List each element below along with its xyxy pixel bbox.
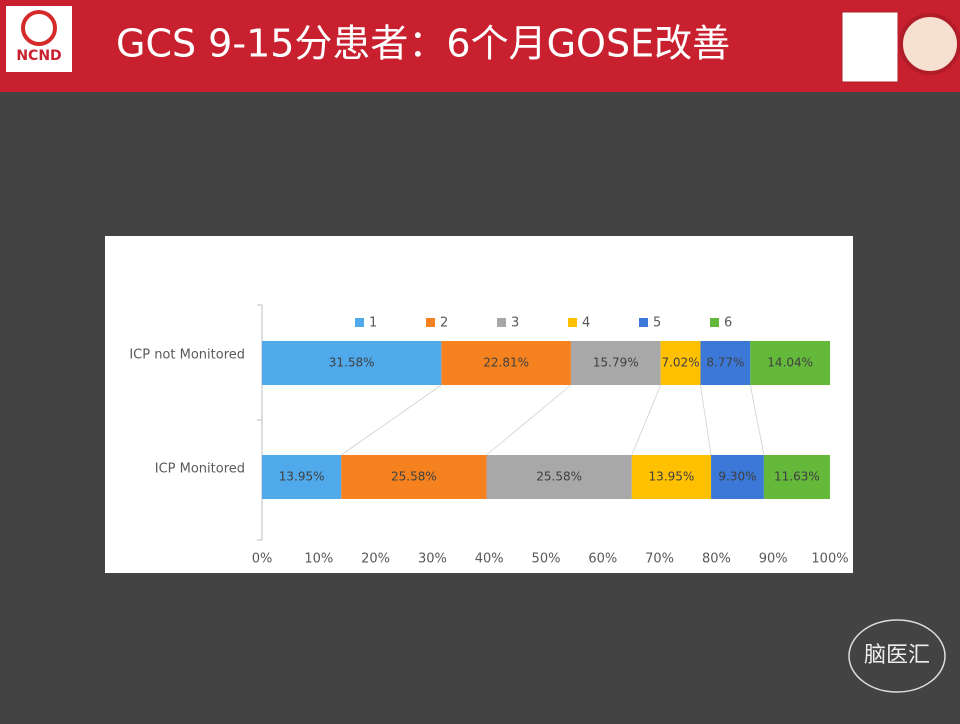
chart: 0% 10% 20% 30% 40% 50% 60% 70% 80% 90% 100% 1 2 3 4 5 6 I… xyxy=(129,304,849,567)
value-label: 14.04% xyxy=(767,356,813,370)
value-label: 25.58% xyxy=(391,470,437,484)
bar-segment xyxy=(441,341,571,385)
value-label: 13.95% xyxy=(649,470,695,484)
legend-swatch xyxy=(355,318,364,327)
watermark-ring xyxy=(848,619,946,693)
x-tick-label: 20% xyxy=(361,552,390,567)
legend-label: 6 xyxy=(724,316,732,331)
x-tick-label: 40% xyxy=(475,552,504,567)
value-label: 9.30% xyxy=(718,470,756,484)
legend-swatch xyxy=(710,318,719,327)
bar-segment xyxy=(486,455,632,499)
bar-segment xyxy=(262,455,342,499)
legend-label: 4 xyxy=(582,316,590,331)
value-label: 31.58% xyxy=(329,356,375,370)
series-line xyxy=(631,384,661,456)
series-line xyxy=(749,384,765,456)
series-line xyxy=(486,384,572,456)
legend-label: 1 xyxy=(369,316,377,331)
value-label: 22.81% xyxy=(483,356,529,370)
x-tick-label: 0% xyxy=(252,552,273,567)
x-tick-label: 100% xyxy=(811,552,848,567)
x-tick-label: 70% xyxy=(645,552,674,567)
legend-swatch xyxy=(426,318,435,327)
logo-box xyxy=(6,6,72,72)
value-label: 13.95% xyxy=(279,470,325,484)
category-label: ICP not Monitored xyxy=(129,348,245,363)
bar-segment xyxy=(750,341,831,385)
x-tick-label: 90% xyxy=(759,552,788,567)
legend-label: 5 xyxy=(653,316,661,331)
x-tick-label: 10% xyxy=(304,552,333,567)
category-label: ICP Monitored xyxy=(155,462,245,477)
value-label: 8.77% xyxy=(706,356,744,370)
legend-swatch xyxy=(639,318,648,327)
legend-swatch xyxy=(568,318,577,327)
watermark: 脑医汇 xyxy=(864,643,930,668)
bar-segment xyxy=(341,455,487,499)
value-label: 25.58% xyxy=(536,470,582,484)
bar-segment xyxy=(262,341,442,385)
bar-segment xyxy=(700,341,751,385)
slide-title: GCS 9-15分患者：6个月GOSE改善 xyxy=(116,22,730,66)
series-line xyxy=(341,384,442,456)
hospital-logo xyxy=(899,13,960,75)
x-tick-label: 30% xyxy=(418,552,447,567)
value-label: 15.79% xyxy=(593,356,639,370)
legend-label: 2 xyxy=(440,316,448,331)
x-tick-label: 80% xyxy=(702,552,731,567)
bar-segment xyxy=(660,341,701,385)
x-tick-label: 60% xyxy=(588,552,617,567)
bar-segment xyxy=(631,455,712,499)
value-label: 7.02% xyxy=(661,356,699,370)
x-tick-label: 50% xyxy=(532,552,561,567)
university-logo xyxy=(841,11,899,83)
bar-segment xyxy=(711,455,764,499)
logo-icon xyxy=(21,10,57,46)
bar-segment xyxy=(570,341,661,385)
legend-swatch xyxy=(497,318,506,327)
legend-label: 3 xyxy=(511,316,519,331)
bar-segment xyxy=(763,455,830,499)
logo-text: NCND xyxy=(16,48,61,64)
value-label: 11.63% xyxy=(774,470,820,484)
chart-panel xyxy=(105,236,853,573)
series-line xyxy=(700,384,712,456)
header-band xyxy=(0,0,960,92)
